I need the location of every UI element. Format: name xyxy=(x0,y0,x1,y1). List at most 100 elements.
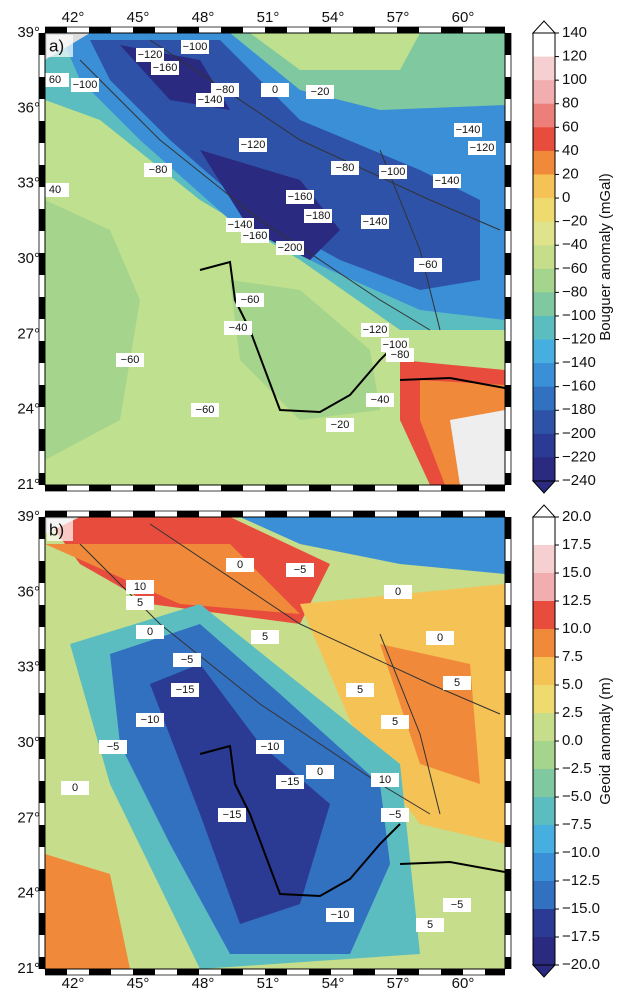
contour-label: 0 xyxy=(395,586,401,598)
contour-label: −20 xyxy=(331,419,350,431)
contour-label: −10 xyxy=(261,741,280,753)
contour-label: −100 xyxy=(381,166,406,178)
contour-label-box xyxy=(381,715,409,729)
lat-label: 21° xyxy=(17,476,40,493)
contour-label: −80 xyxy=(391,349,410,361)
contour-label-box xyxy=(136,713,164,727)
contour-label-box xyxy=(414,258,442,272)
contour-label-box xyxy=(361,323,389,337)
contour-label-box xyxy=(286,190,314,204)
colorbar-swatch xyxy=(533,221,555,246)
contour-label-box xyxy=(443,676,471,690)
colorbar-title: Bouguer anomaly (mGal) xyxy=(597,173,614,341)
contour-label: −120 xyxy=(241,139,266,151)
contour-label: −15 xyxy=(176,684,195,696)
contour-label: −160 xyxy=(288,191,313,203)
contour-label: 0 xyxy=(317,766,323,778)
colorbar-tick-label: 12.5 xyxy=(562,592,591,609)
colorbar-tick-label: 17.5 xyxy=(562,536,591,553)
contour-label-box xyxy=(366,393,394,407)
contour-label: −140 xyxy=(435,175,460,187)
contour-label-box xyxy=(191,403,219,417)
colorbar-tick-label: 10.0 xyxy=(562,620,591,637)
panel-label-box xyxy=(47,519,73,541)
contour-label-box xyxy=(468,141,496,155)
contour-label: −15 xyxy=(281,776,300,788)
contour-label-box xyxy=(286,563,314,577)
colorbar-swatch xyxy=(533,797,555,826)
contour-label-box xyxy=(306,85,334,99)
colorbar-swatch xyxy=(533,881,555,910)
contour-label-box xyxy=(443,898,471,912)
contour-label: −100 xyxy=(73,79,98,91)
contour-label: −140 xyxy=(198,94,223,106)
map-panel xyxy=(45,33,505,485)
lon-label: 51° xyxy=(257,975,280,992)
lon-label: 54° xyxy=(322,9,345,26)
colorbar-tick-label: 80 xyxy=(562,95,579,112)
lon-label: 51° xyxy=(257,9,280,26)
colorbar-tick-label: −80 xyxy=(562,283,587,300)
contour-label-box xyxy=(224,321,252,335)
colorbar-tick-label: 5.0 xyxy=(562,676,583,693)
colorbar-swatch xyxy=(533,545,555,574)
contour-label: 40 xyxy=(49,184,61,196)
colorbar-swatch xyxy=(533,150,555,175)
contour-label: −10 xyxy=(331,909,350,921)
contour-label-box xyxy=(116,353,144,367)
contour-label-box xyxy=(379,165,407,179)
colorbar-swatch xyxy=(533,315,555,341)
colorbar-swatch xyxy=(533,127,555,152)
lon-label: 45° xyxy=(127,975,150,992)
contour-label-box xyxy=(361,215,389,229)
contour-label: −140 xyxy=(456,124,481,136)
contour-label: −80 xyxy=(149,164,168,176)
colorbar-swatch xyxy=(533,339,555,364)
contour-label-box xyxy=(151,61,179,75)
colorbar-tick-label: 100 xyxy=(562,71,587,88)
colorbar-tick-label: −160 xyxy=(562,378,596,395)
contour-label: −5 xyxy=(294,564,307,576)
contour-label: −80 xyxy=(336,162,355,174)
colorbar-swatch xyxy=(533,741,555,770)
lon-label: 57° xyxy=(387,9,410,26)
colorbar-arrow xyxy=(531,504,557,518)
colorbar-tick-label: −100 xyxy=(562,307,596,324)
contour-label-box xyxy=(331,161,359,175)
contour-label: 0 xyxy=(272,84,278,96)
panel-label: a) xyxy=(49,36,64,55)
lat-label: 39° xyxy=(17,24,40,41)
colorbar-tick-label: −120 xyxy=(562,330,596,347)
contour-label-box xyxy=(136,625,164,639)
colorbar-tick-label: 0.0 xyxy=(562,732,583,749)
colorbar-swatch xyxy=(533,629,555,658)
contour-label-box xyxy=(371,773,399,787)
lon-label: 42° xyxy=(62,9,85,26)
colorbar-swatch xyxy=(533,245,555,270)
lat-label: 27° xyxy=(17,325,40,342)
contour-label-box xyxy=(381,808,409,822)
contour-label: −100 xyxy=(183,41,208,53)
contour-label-box xyxy=(304,209,332,223)
contour-label-box xyxy=(181,40,209,54)
colorbar-swatch xyxy=(533,292,555,317)
contour-label-box xyxy=(218,808,246,822)
contour-label: 10 xyxy=(134,581,146,593)
lon-label: 48° xyxy=(192,975,215,992)
colorbar-swatch xyxy=(533,657,555,686)
colorbar-swatch xyxy=(533,363,555,388)
colorbar-swatch xyxy=(533,80,555,105)
contour-label: −15 xyxy=(223,809,242,821)
lat-label: 24° xyxy=(17,885,40,902)
lat-label: 24° xyxy=(17,401,40,418)
lat-label: 33° xyxy=(17,175,40,192)
contour-label-box xyxy=(256,740,284,754)
colorbar-swatch xyxy=(533,601,555,630)
contour-label: −180 xyxy=(306,210,331,222)
colorbar-tick-label: −12.5 xyxy=(562,872,600,889)
contour-label-box xyxy=(236,293,264,307)
contour-label-box xyxy=(384,585,412,599)
contour-label-box xyxy=(346,683,374,697)
colorbar-swatch xyxy=(533,386,555,411)
contour-label-box xyxy=(426,631,454,645)
